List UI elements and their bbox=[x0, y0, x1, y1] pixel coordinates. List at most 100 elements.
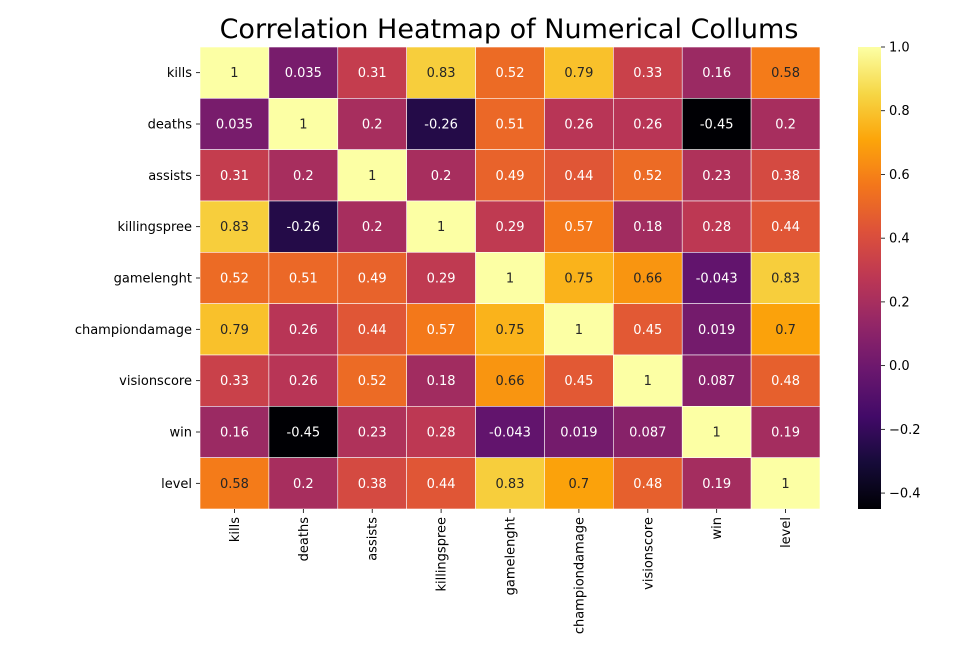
cell-value-label: 1 bbox=[230, 66, 238, 81]
heatmap-cell-level-killingspree bbox=[406, 457, 476, 510]
heatmap-cell-gamelenght-assists bbox=[337, 252, 407, 304]
cell-value-label: 0.23 bbox=[358, 426, 387, 441]
colorbar-tick-label: 0.2 bbox=[889, 295, 910, 310]
cell-value-label: 0.51 bbox=[289, 272, 318, 287]
cell-value-label: 0.58 bbox=[220, 477, 249, 492]
heatmap-cell-gamelenght-kills bbox=[199, 252, 270, 304]
heatmap-cell-kills-kills bbox=[199, 46, 270, 99]
cell-value-label: 0.44 bbox=[564, 169, 593, 184]
cell-value-label: 0.2 bbox=[293, 169, 314, 184]
heatmap-cell-win-championdamage bbox=[544, 406, 614, 458]
heatmap-cell-win-level bbox=[750, 406, 821, 458]
cell-value-label: 1 bbox=[299, 118, 307, 133]
cell-value-label: 0.79 bbox=[564, 66, 593, 81]
cell-value-label: 0.49 bbox=[358, 272, 387, 287]
cell-value-label: 0.019 bbox=[560, 426, 597, 441]
cell-value-label: 0.035 bbox=[216, 118, 253, 133]
heatmap-cell-gamelenght-visionscore bbox=[613, 252, 683, 304]
heatmap-cell-kills-assists bbox=[337, 46, 407, 99]
row-tick-label-gamelenght: gamelenght bbox=[114, 272, 192, 287]
heatmap-cell-assists-kills bbox=[199, 149, 270, 202]
heatmap-cell-gamelenght-level bbox=[750, 252, 821, 304]
cell-value-label: 0.83 bbox=[771, 272, 800, 287]
column-tick-labels: kills deaths assists killingspree gamelenght… bbox=[228, 509, 794, 634]
cell-value-label: 0.75 bbox=[496, 323, 525, 338]
heatmap-cell-level-gamelenght bbox=[475, 457, 545, 510]
heatmap-cell-deaths-win bbox=[681, 98, 752, 150]
cell-value-label: 1 bbox=[713, 426, 721, 441]
column-tick-label-assists: assists bbox=[366, 517, 381, 561]
cell-value-label: 0.19 bbox=[702, 477, 731, 492]
cell-value-label: 0.7 bbox=[569, 477, 590, 492]
cell-value-label: 0.52 bbox=[633, 169, 662, 184]
heatmap-cell-level-assists bbox=[337, 457, 407, 510]
colorbar-tick-label: 0.0 bbox=[889, 359, 910, 374]
cell-value-label: 0.16 bbox=[220, 426, 249, 441]
heatmap-cell-win-gamelenght bbox=[475, 406, 545, 458]
heatmap-cell-deaths-championdamage bbox=[544, 98, 614, 150]
cell-value-label: 0.28 bbox=[702, 220, 731, 235]
row-tick-label-killingspree: killingspree bbox=[117, 220, 192, 235]
cell-value-label: 0.035 bbox=[285, 66, 322, 81]
heatmap-cell-killingspree-kills bbox=[199, 200, 270, 253]
row-tick-label-deaths: deaths bbox=[148, 118, 193, 133]
chart-title: Correlation Heatmap of Numerical Collums bbox=[220, 14, 799, 45]
heatmap-cell-deaths-assists bbox=[337, 98, 407, 150]
cell-value-label: 0.48 bbox=[771, 374, 800, 389]
row-tick-label-championdamage: championdamage bbox=[75, 323, 192, 338]
cell-value-label: 1 bbox=[368, 169, 376, 184]
cell-value-label: 0.38 bbox=[358, 477, 387, 492]
cell-value-label: 0.79 bbox=[220, 323, 249, 338]
heatmap-cell-level-kills bbox=[199, 457, 270, 510]
column-tick-label-deaths: deaths bbox=[297, 517, 312, 562]
row-tick-label-level: level bbox=[161, 477, 192, 492]
cell-value-label: -0.043 bbox=[489, 426, 531, 441]
heatmap-cell-deaths-gamelenght bbox=[475, 98, 545, 150]
cell-value-label: 0.7 bbox=[775, 323, 796, 338]
cell-value-label: 0.33 bbox=[633, 66, 662, 81]
cell-value-label: 0.58 bbox=[771, 66, 800, 81]
colorbar bbox=[858, 47, 881, 509]
heatmap-cell-killingspree-deaths bbox=[268, 200, 339, 253]
cell-value-label: 1 bbox=[575, 323, 583, 338]
cell-value-label: 0.51 bbox=[496, 118, 525, 133]
cell-value-label: 0.26 bbox=[289, 323, 318, 338]
cell-value-label: 0.019 bbox=[698, 323, 735, 338]
heatmap-cell-deaths-kills bbox=[199, 98, 270, 150]
cell-value-label: 1 bbox=[437, 220, 445, 235]
cell-value-label: 0.2 bbox=[293, 477, 314, 492]
heatmap-cell-visionscore-gamelenght bbox=[475, 354, 545, 407]
cell-value-label: 0.2 bbox=[431, 169, 452, 184]
heatmap-cell-gamelenght-championdamage bbox=[544, 252, 614, 304]
cell-value-label: 0.75 bbox=[564, 272, 593, 287]
heatmap-cell-assists-deaths bbox=[268, 149, 339, 202]
heatmap-cell-level-level bbox=[750, 457, 821, 510]
colorbar-ticks: 1.0 0.8 0.6 0.4 0.2 0.0 −0.2 −0.4 bbox=[881, 41, 921, 502]
cell-value-label: 0.31 bbox=[220, 169, 249, 184]
heatmap-cell-visionscore-assists bbox=[337, 354, 407, 407]
cell-value-label: 0.2 bbox=[362, 220, 383, 235]
cell-value-label: 0.83 bbox=[496, 477, 525, 492]
cell-value-label: 0.26 bbox=[289, 374, 318, 389]
row-tick-label-kills: kills bbox=[167, 66, 192, 81]
heatmap-cell-championdamage-assists bbox=[337, 303, 407, 356]
cell-value-label: 0.83 bbox=[220, 220, 249, 235]
colorbar-tick-label: −0.2 bbox=[889, 423, 921, 438]
heatmap-cell-win-visionscore bbox=[613, 406, 683, 458]
cell-value-label: 0.18 bbox=[427, 374, 456, 389]
heatmap-cell-championdamage-deaths bbox=[268, 303, 339, 356]
cell-value-label: 1 bbox=[781, 477, 789, 492]
cell-value-label: -0.043 bbox=[696, 272, 738, 287]
cell-value-label: 0.52 bbox=[358, 374, 387, 389]
cell-value-label: 0.52 bbox=[496, 66, 525, 81]
heatmap-cell-gamelenght-killingspree bbox=[406, 252, 476, 304]
cell-value-label: 0.29 bbox=[427, 272, 456, 287]
cell-value-label: 1 bbox=[506, 272, 514, 287]
heatmap-cell-level-deaths bbox=[268, 457, 339, 510]
heatmap-cell-assists-level bbox=[750, 149, 821, 202]
colorbar-tick-label: 0.4 bbox=[889, 232, 910, 247]
cell-value-label: 0.66 bbox=[496, 374, 525, 389]
heatmap-cell-championdamage-championdamage bbox=[544, 303, 614, 356]
heatmap-cell-visionscore-deaths bbox=[268, 354, 339, 407]
heatmap-cell-kills-killingspree bbox=[406, 46, 476, 99]
